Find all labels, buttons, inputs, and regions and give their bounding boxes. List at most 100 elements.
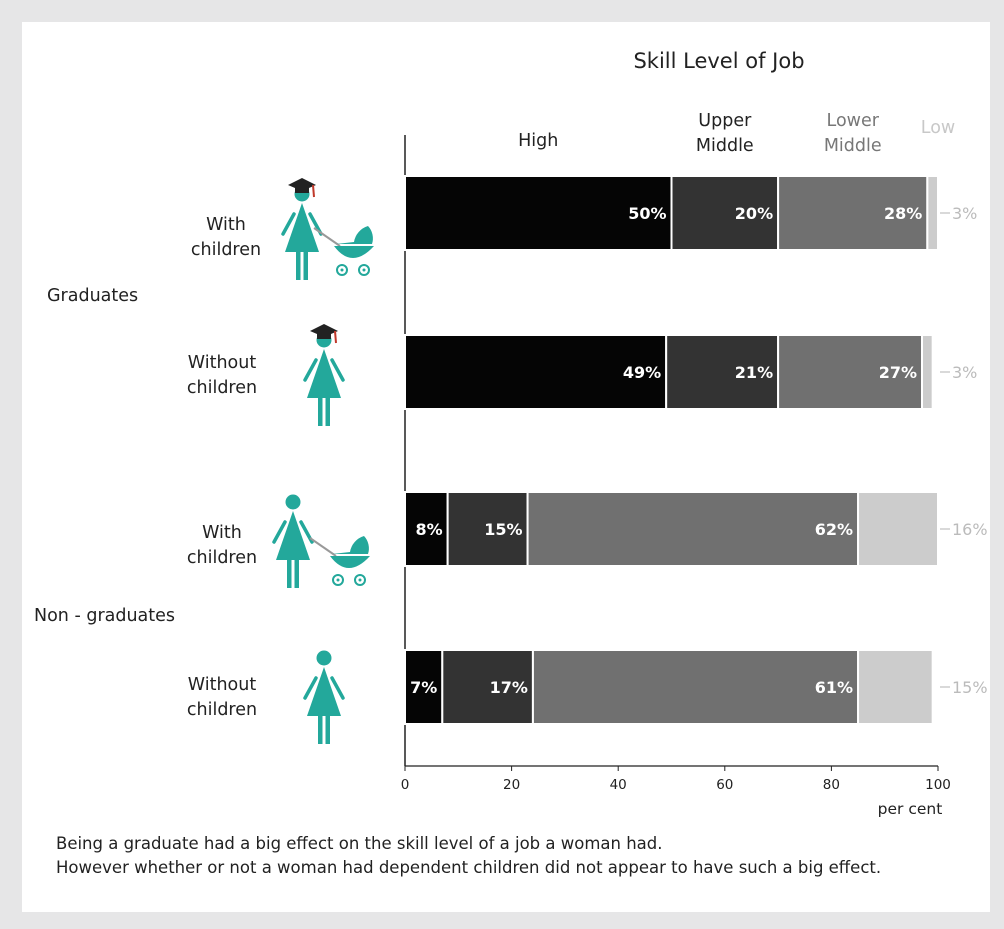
bar-segment-low bbox=[921, 334, 934, 410]
pram-hood bbox=[336, 226, 373, 244]
legend-label: Middle bbox=[696, 136, 754, 156]
pram-basket bbox=[330, 556, 370, 568]
caption: Being a graduate had a big effect on the… bbox=[56, 832, 881, 880]
bar-segment-high bbox=[404, 175, 673, 251]
legend-label: Middle bbox=[824, 136, 882, 156]
data-label: 27% bbox=[879, 363, 917, 382]
caption-line-2: However whether or not a woman had depen… bbox=[56, 858, 882, 877]
bar-segment-upper-middle bbox=[665, 334, 780, 410]
person-arm bbox=[303, 358, 318, 382]
pram-wheel-hub bbox=[340, 268, 344, 272]
legend-lower-middle: Lower Middle bbox=[824, 111, 882, 156]
caption-line-1: Being a graduate had a big effect on the… bbox=[56, 834, 663, 853]
person-leg bbox=[287, 558, 292, 588]
legend-upper-middle: Upper Middle bbox=[696, 111, 754, 156]
person-leg bbox=[303, 250, 308, 280]
x-tick-label: 100 bbox=[925, 777, 951, 793]
x-tick-label: 0 bbox=[401, 777, 410, 793]
person-body bbox=[307, 667, 341, 716]
legend-high: High bbox=[518, 131, 558, 151]
pram-wheel-hub bbox=[358, 578, 362, 582]
data-label: 17% bbox=[490, 678, 528, 697]
bar-segment-high bbox=[404, 649, 444, 725]
bar-row: 49% 21% 27% 3% bbox=[404, 334, 977, 410]
x-tick-label: 60 bbox=[716, 777, 733, 793]
legend-label: Lower bbox=[827, 111, 880, 131]
bar-segment-low bbox=[857, 649, 934, 725]
data-label: 15% bbox=[952, 678, 988, 697]
data-label: 8% bbox=[415, 520, 442, 539]
data-label: 49% bbox=[623, 363, 661, 382]
person-arm bbox=[303, 676, 318, 700]
category-label-line: children bbox=[187, 548, 257, 568]
mortarboard-tassel bbox=[334, 330, 337, 344]
x-tick-label: 40 bbox=[610, 777, 627, 793]
bar-segment-upper-middle bbox=[441, 649, 534, 725]
pram-hood bbox=[332, 536, 369, 554]
pram-wheel-hub bbox=[362, 268, 366, 272]
legend-label: Low bbox=[921, 118, 955, 138]
bar-segment-upper-middle bbox=[446, 491, 529, 567]
person-leg bbox=[318, 396, 323, 426]
group-label: Graduates bbox=[47, 286, 138, 306]
legend-label: High bbox=[518, 131, 558, 151]
person-head bbox=[285, 494, 301, 510]
person-leg bbox=[325, 714, 330, 744]
pram-handle bbox=[313, 227, 341, 247]
data-label: 28% bbox=[884, 204, 922, 223]
data-label: 15% bbox=[484, 520, 522, 539]
bar-segment-high bbox=[404, 491, 449, 567]
bar-segment-low bbox=[926, 175, 940, 251]
pram-basket bbox=[334, 246, 374, 258]
person-body bbox=[307, 349, 341, 398]
graduate-woman-icon bbox=[303, 324, 345, 426]
category-label-line: Without bbox=[188, 353, 257, 373]
category-label: With children bbox=[191, 215, 261, 260]
bar-row: 50% 20% 28% 3% bbox=[404, 175, 977, 251]
legend-label: Upper bbox=[698, 111, 752, 131]
legend-low: Low bbox=[921, 118, 955, 138]
person-leg bbox=[318, 714, 323, 744]
data-label: 21% bbox=[735, 363, 773, 382]
person-arm bbox=[281, 212, 296, 236]
category-label-line: children bbox=[191, 240, 261, 260]
person-body bbox=[276, 511, 310, 560]
bar-segment-lower-middle bbox=[526, 491, 860, 567]
bar-row: 7% 17% 61% 15% bbox=[404, 649, 988, 725]
person-arm bbox=[330, 676, 345, 700]
bar-segment-upper-middle bbox=[670, 175, 780, 251]
x-tick-label: 20 bbox=[503, 777, 520, 793]
data-label: 62% bbox=[815, 520, 853, 539]
person-leg bbox=[296, 250, 301, 280]
category-label-line: With bbox=[206, 215, 246, 235]
mortarboard-tassel bbox=[312, 184, 315, 198]
data-label: 50% bbox=[628, 204, 666, 223]
mortarboard-band bbox=[317, 333, 331, 339]
category-label-line: With bbox=[202, 523, 242, 543]
mortarboard-band bbox=[295, 187, 309, 193]
x-tick-label: 80 bbox=[823, 777, 840, 793]
person-arm bbox=[272, 520, 287, 544]
person-arm bbox=[330, 358, 345, 382]
chart-card bbox=[22, 22, 990, 912]
category-label: Without children bbox=[187, 353, 257, 398]
bar-row: 8% 15% 62% 16% bbox=[404, 491, 988, 567]
pram-wheel-hub bbox=[336, 578, 340, 582]
category-label: With children bbox=[187, 523, 257, 568]
person-body bbox=[285, 203, 319, 252]
data-label: 16% bbox=[952, 520, 988, 539]
category-label-line: Without bbox=[188, 675, 257, 695]
graduate-woman-with-pram-icon bbox=[281, 178, 374, 280]
woman-with-pram-icon bbox=[272, 494, 370, 588]
person-head bbox=[316, 650, 332, 666]
category-label: Without children bbox=[187, 675, 257, 720]
data-label: 7% bbox=[410, 678, 437, 697]
data-label: 61% bbox=[815, 678, 853, 697]
data-label: 3% bbox=[952, 204, 977, 223]
woman-icon bbox=[303, 650, 345, 744]
bar-segment-low bbox=[857, 491, 939, 567]
chart-title: Skill Level of Job bbox=[633, 49, 804, 73]
data-label: 20% bbox=[735, 204, 773, 223]
x-axis-label: per cent bbox=[878, 800, 943, 818]
